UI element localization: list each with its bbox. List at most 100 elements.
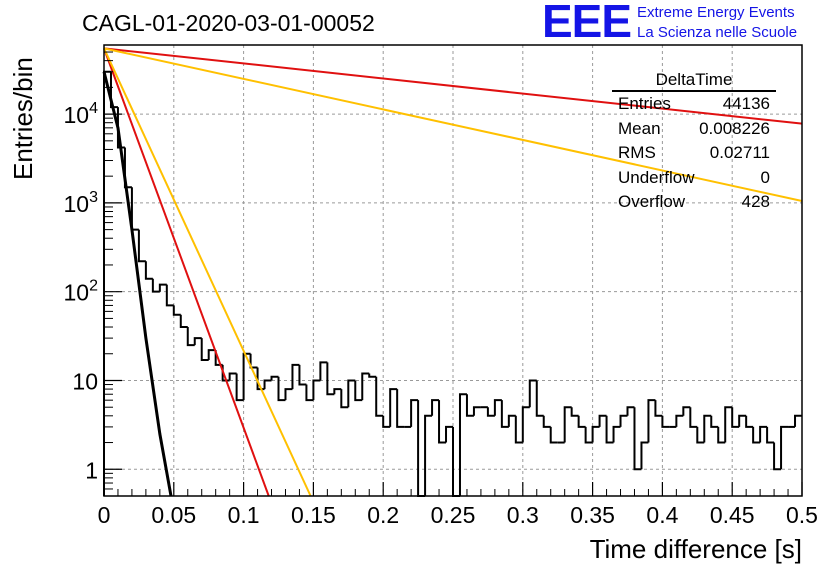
histogram-bin: [284, 388, 293, 401]
histogram-bin: [438, 400, 447, 444]
histogram-bin: [458, 393, 467, 496]
histogram-bin: [682, 406, 691, 416]
histogram-bin: [577, 415, 586, 428]
y-tick-label: 103: [64, 189, 99, 217]
histogram-bin: [235, 373, 244, 402]
series-line-black: [102, 71, 173, 497]
histogram-bin: [486, 407, 495, 417]
histogram-bin: [291, 363, 300, 390]
histogram-bin: [431, 399, 440, 416]
histogram-bin: [172, 305, 181, 316]
axes: 0 0.05 0.1 0.15 0.2 0.25 0.3 0.35 0.4 0.45 0.51101…: [64, 44, 818, 528]
y-tick-exponent: 3: [89, 189, 98, 206]
y-tick-base: 10: [72, 368, 98, 394]
histogram-bin: [640, 441, 649, 470]
histogram-bin: [263, 379, 272, 390]
histogram-bin: [605, 415, 614, 444]
histogram-bin: [584, 426, 593, 444]
stats-row-underflow: Underflow 0: [612, 166, 776, 191]
x-tick-label: 0.4: [646, 502, 678, 528]
stats-value: 0.008226: [699, 118, 770, 138]
histogram-bin: [277, 376, 286, 402]
y-tick-base: 10: [64, 102, 90, 128]
y-tick-exponent: 4: [89, 100, 98, 117]
histogram-bin: [738, 414, 747, 427]
histogram-bin: [305, 384, 314, 402]
x-tick-label: 0.45: [710, 502, 755, 528]
histogram-bin: [626, 406, 635, 416]
histogram-bin: [207, 349, 216, 361]
histogram-bin: [179, 314, 188, 329]
histogram-bin: [424, 414, 433, 496]
chart-title: CAGL-01-2020-03-01-00052: [82, 10, 375, 36]
histogram-bin: [591, 425, 600, 443]
eee-logo: EEE: [542, 0, 632, 47]
histogram-bin: [340, 389, 349, 409]
histogram-bin: [242, 352, 251, 401]
histogram-bin: [500, 400, 509, 428]
histogram-bin: [549, 426, 558, 444]
series-line-red: [103, 48, 270, 497]
histogram-bin: [193, 337, 202, 346]
histogram-bin: [696, 426, 705, 444]
stats-title: DeltaTime: [612, 70, 776, 92]
histogram-bin: [130, 187, 139, 231]
histogram-bin: [710, 415, 719, 428]
histogram-bin: [472, 406, 481, 416]
stats-label: Overflow: [618, 192, 686, 211]
histogram-bin: [347, 379, 356, 408]
histogram-bin: [766, 426, 775, 444]
histogram-bin: [633, 407, 642, 471]
fit-lines-layer: [102, 47, 803, 497]
histogram-bin: [270, 375, 279, 381]
histogram-bin: [333, 388, 342, 395]
x-axis-title: Time difference [s]: [589, 534, 802, 564]
y-tick-base: 10: [64, 191, 90, 217]
histogram-bin: [493, 399, 502, 416]
histogram-bin: [410, 399, 419, 427]
histogram-bin: [570, 407, 579, 417]
x-tick-label: 0.5: [786, 502, 818, 528]
stats-value: 44136: [722, 94, 770, 113]
histogram-bin: [514, 415, 523, 444]
histogram-bin: [535, 380, 544, 417]
histogram-bin: [452, 426, 460, 497]
histogram-bin: [724, 406, 733, 443]
stats-label: Mean: [618, 118, 661, 138]
histogram-bin: [773, 442, 782, 471]
series-line-orange: [103, 47, 312, 497]
histogram-bin: [158, 283, 167, 292]
stats-value: 0.02711: [709, 143, 770, 162]
stats-value: 0: [760, 167, 770, 187]
histogram-bin: [647, 399, 656, 443]
histogram-bin: [521, 406, 530, 443]
stats-label: Entries: [618, 94, 671, 113]
stats-row-mean: Mean 0.008226: [612, 117, 776, 142]
histogram-bin: [228, 372, 237, 381]
histogram-bin: [186, 327, 195, 347]
histogram-bin: [445, 425, 453, 443]
y-tick-base: 10: [64, 280, 90, 306]
histogram-bin: [759, 425, 768, 443]
stats-box: DeltaTime Entries 44136 Mean 0.008226 RM…: [612, 70, 776, 215]
stats-row-rms: RMS 0.02711: [612, 141, 776, 166]
histogram-bin: [396, 389, 405, 428]
y-tick-label: 1: [85, 457, 98, 483]
histogram-bin: [165, 284, 174, 307]
stats-value: 428: [741, 192, 770, 211]
series-line-orange: [103, 47, 803, 202]
stats-label: RMS: [618, 143, 656, 162]
logo-line-1: Extreme Energy Events: [637, 4, 795, 21]
histogram-bin: [144, 261, 153, 280]
histogram-bin: [528, 379, 537, 408]
x-tick-label: 0.1: [228, 502, 260, 528]
y-tick-exponent: 2: [89, 278, 98, 295]
histogram-bin: [361, 372, 370, 401]
x-tick-label: 0.25: [431, 502, 476, 528]
y-tick-label: 10: [72, 368, 98, 394]
y-axis-title: Entries/bin: [8, 57, 38, 180]
histogram-bin: [298, 364, 307, 386]
y-tick-label: 102: [64, 278, 99, 306]
histogram-bin: [151, 278, 160, 293]
